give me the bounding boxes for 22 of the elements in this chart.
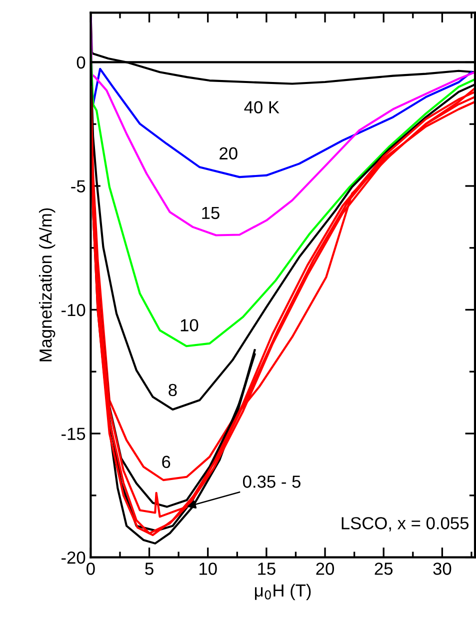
y-tick-label: -5 xyxy=(71,180,86,192)
series-label: 10 xyxy=(180,319,198,332)
x-tick-label: 30 xyxy=(433,562,452,575)
x-axis-title: μ$_{0}$H (T) xyxy=(255,584,311,600)
y-tick-label: 0 xyxy=(76,56,86,69)
series-label: 20 xyxy=(220,147,238,160)
x-tick-label: 20 xyxy=(316,562,334,575)
annotation: LSCO, x = 0.055 xyxy=(342,517,469,532)
series-label: 40 K xyxy=(244,101,280,114)
x-tick-label: 10 xyxy=(200,562,217,575)
x-tick-label: 0 xyxy=(86,562,95,575)
series-label: 0.35 - 5 xyxy=(243,476,300,488)
y-tick-label: -20 xyxy=(62,551,86,564)
series-label: 6 xyxy=(162,456,170,468)
y-tick-label: -10 xyxy=(62,304,86,316)
x-tick-label: 25 xyxy=(374,562,393,575)
y-axis-title: Magnetization (A/m) xyxy=(39,208,56,362)
series-label: 8 xyxy=(168,384,177,396)
series-label: 15 xyxy=(202,206,220,220)
y-tick-label: -15 xyxy=(62,428,86,440)
x-tick-label: 5 xyxy=(145,562,154,575)
x-tick-label: 15 xyxy=(258,562,276,575)
